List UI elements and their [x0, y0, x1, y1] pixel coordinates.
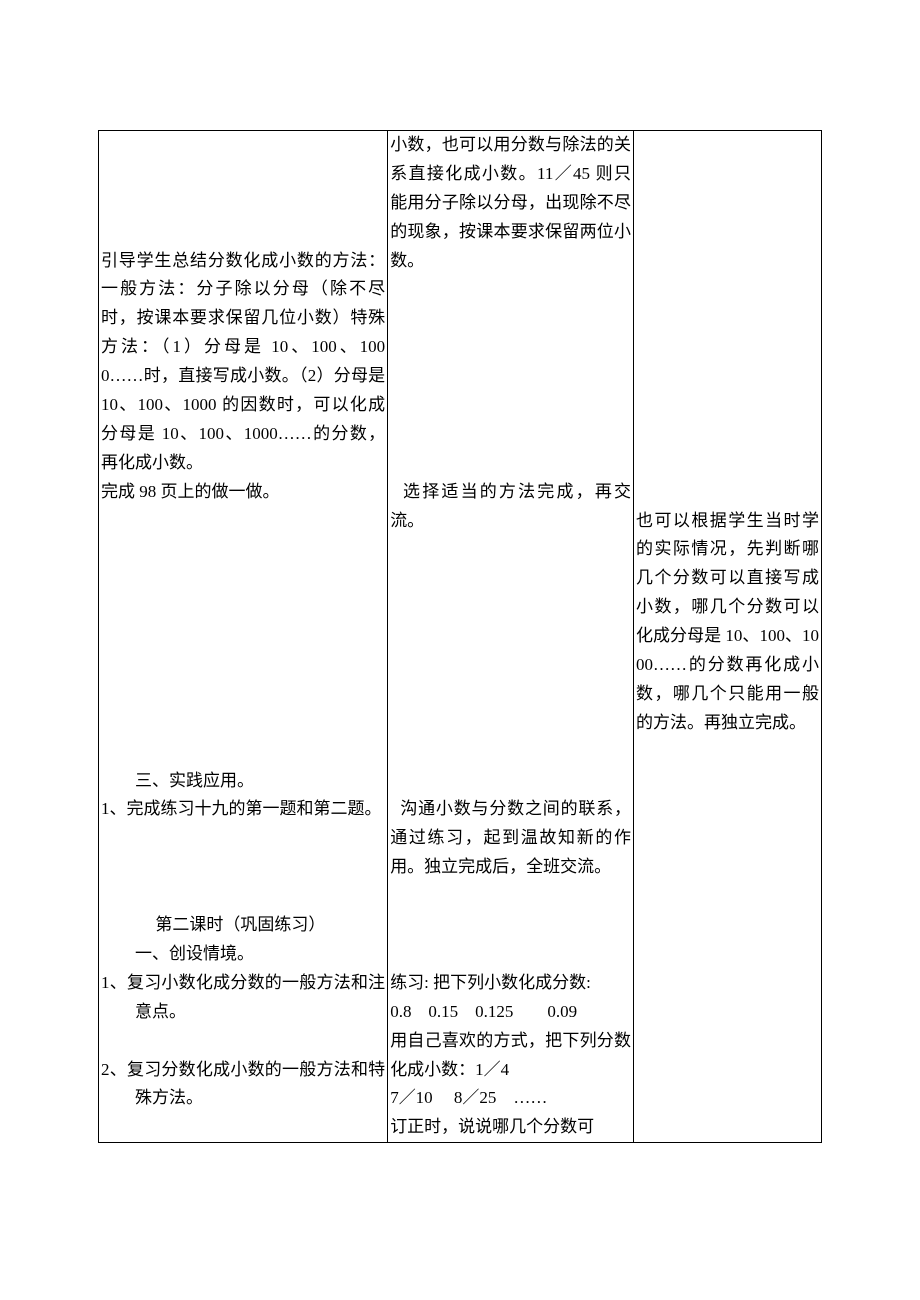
blank-line	[101, 738, 385, 767]
blank-line	[101, 651, 385, 680]
blank-line	[101, 131, 385, 160]
blank-line	[101, 593, 385, 622]
cell-notes: 也可以根据学生当时学的实际情况，先判断哪几个分数可以直接写成小数，哪几个分数可以…	[634, 131, 822, 1143]
blank-line	[636, 362, 819, 391]
blank-line	[390, 449, 631, 478]
blank-line	[390, 420, 631, 449]
blank-line	[636, 478, 819, 507]
blank-line	[101, 218, 385, 247]
blank-line	[390, 680, 631, 709]
blank-line	[636, 420, 819, 449]
blank-line	[390, 709, 631, 738]
blank-line	[101, 160, 385, 189]
blank-line	[636, 275, 819, 304]
blank-line	[390, 940, 631, 969]
heading-lesson-2: 第二课时（巩固练习）	[101, 911, 385, 940]
paragraph-correction: 订正时，说说哪几个分数可	[390, 1113, 631, 1142]
cell-student-activity: 小数，也可以用分数与除法的关系直接化成小数。11／45 则只能用分子除以分母，出…	[388, 131, 634, 1143]
blank-line	[101, 507, 385, 536]
list-item-review-2: 2、复习分数化成小数的一般方法和特殊方法。	[101, 1056, 385, 1114]
paragraph-note: 也可以根据学生当时学的实际情况，先判断哪几个分数可以直接写成小数，哪几个分数可以…	[636, 507, 819, 738]
paragraph-connect: 沟通小数与分数之间的联系，通过练习，起到温故知新的作用。独立完成后，全班交流。	[390, 795, 631, 882]
blank-line	[101, 680, 385, 709]
table-row: 引导学生总结分数化成小数的方法：一般方法：分子除以分母（除不尽时，按课本要求保留…	[99, 131, 822, 1143]
blank-line	[636, 333, 819, 362]
blank-line	[390, 622, 631, 651]
blank-line	[390, 564, 631, 593]
paragraph-practice-label: 练习: 把下列小数化成分数:	[390, 969, 631, 998]
blank-line	[101, 709, 385, 738]
blank-line	[636, 160, 819, 189]
blank-line	[390, 333, 631, 362]
blank-line	[390, 593, 631, 622]
blank-line	[390, 362, 631, 391]
heading-section-1b: 一、创设情境。	[101, 940, 385, 969]
blank-line	[636, 304, 819, 333]
blank-line	[390, 275, 631, 304]
paragraph-method-summary: 引导学生总结分数化成小数的方法：一般方法：分子除以分母（除不尽时，按课本要求保留…	[101, 247, 385, 478]
blank-line	[390, 911, 631, 940]
blank-line	[101, 824, 385, 853]
blank-line	[636, 218, 819, 247]
blank-line	[390, 767, 631, 796]
blank-line	[636, 189, 819, 218]
list-item-exercise-19: 1、完成练习十九的第一题和第二题。	[101, 795, 385, 824]
blank-line	[101, 622, 385, 651]
blank-line	[390, 738, 631, 767]
blank-line	[636, 449, 819, 478]
blank-line	[390, 882, 631, 911]
blank-line	[390, 304, 631, 333]
blank-line	[101, 535, 385, 564]
paragraph-choose-method: 选择适当的方法完成，再交流。	[390, 478, 631, 536]
blank-line	[636, 391, 819, 420]
paragraph-practice-numbers: 0.8 0.15 0.125 0.09	[390, 998, 631, 1027]
lesson-plan-table: 引导学生总结分数化成小数的方法：一般方法：分子除以分母（除不尽时，按课本要求保留…	[98, 130, 822, 1143]
document-page: 引导学生总结分数化成小数的方法：一般方法：分子除以分母（除不尽时，按课本要求保留…	[0, 0, 920, 1300]
blank-line	[636, 247, 819, 276]
paragraph-do-p98: 完成 98 页上的做一做。	[101, 478, 385, 507]
paragraph-practice-fractions-2: 7／10 8／25 ……	[390, 1084, 631, 1113]
blank-line	[101, 882, 385, 911]
blank-line	[101, 853, 385, 882]
blank-line	[101, 1027, 385, 1056]
blank-line	[101, 564, 385, 593]
blank-line	[101, 189, 385, 218]
list-item-review-1: 1、复习小数化成分数的一般方法和注意点。	[101, 969, 385, 1027]
blank-line	[390, 391, 631, 420]
paragraph-practice-fractions: 用自己喜欢的方式，把下列分数化成小数：1／4	[390, 1027, 631, 1085]
blank-line	[390, 535, 631, 564]
cell-teacher-activity: 引导学生总结分数化成小数的方法：一般方法：分子除以分母（除不尽时，按课本要求保留…	[99, 131, 388, 1143]
blank-line	[390, 651, 631, 680]
blank-line	[636, 131, 819, 160]
heading-section-3: 三、实践应用。	[101, 767, 385, 796]
paragraph-decimal-cont: 小数，也可以用分数与除法的关系直接化成小数。11／45 则只能用分子除以分母，出…	[390, 131, 631, 275]
